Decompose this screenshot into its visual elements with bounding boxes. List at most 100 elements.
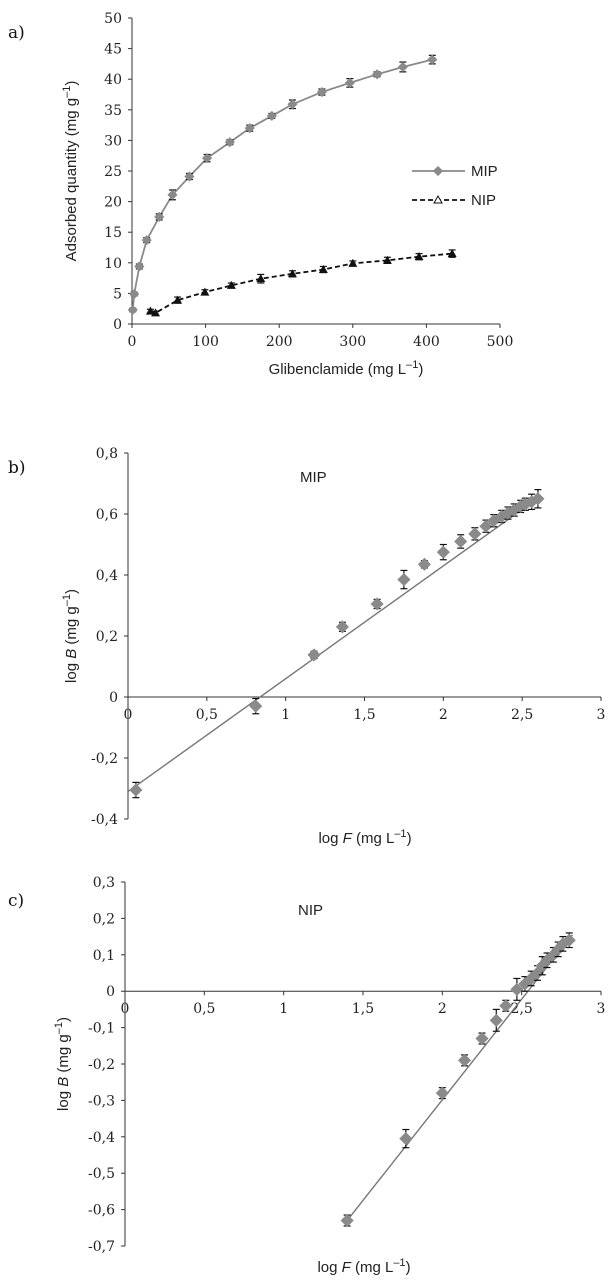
y-tick-label: -0,4 xyxy=(88,1130,115,1146)
data-point xyxy=(447,248,457,258)
legend-marker xyxy=(432,165,444,177)
data-point xyxy=(200,287,210,296)
y-axis-label: log B (mg g–1) xyxy=(53,1017,72,1111)
data-point xyxy=(256,274,266,283)
x-tick-label: 0,5 xyxy=(196,707,218,723)
x-tick-label: 0,5 xyxy=(193,1001,215,1017)
y-tick-label: 45 xyxy=(104,42,122,58)
x-axis-label: log F (mg L–1) xyxy=(318,828,411,847)
data-point xyxy=(307,648,321,662)
y-axis-label: Adsorbed quantity (mg g–1) xyxy=(61,81,80,262)
data-series xyxy=(340,932,576,1228)
y-tick-label: -0,4 xyxy=(91,812,118,828)
legend-label: NIP xyxy=(471,192,496,209)
data-point xyxy=(397,61,408,73)
data-point xyxy=(417,557,431,571)
x-tick-label: 200 xyxy=(266,334,293,350)
y-tick-label: 25 xyxy=(104,164,122,180)
y-tick-label: 30 xyxy=(104,133,122,149)
series-nip xyxy=(145,248,457,317)
data-point xyxy=(372,69,383,80)
data-point xyxy=(226,280,236,289)
series-line xyxy=(150,252,453,314)
y-tick-label: 0,1 xyxy=(93,948,115,964)
data-point xyxy=(335,620,349,634)
data-point xyxy=(202,153,213,164)
data-point xyxy=(340,1213,354,1228)
x-tick-label: 300 xyxy=(339,334,366,350)
y-tick-label: 0,2 xyxy=(93,911,115,927)
data-point xyxy=(427,54,438,65)
data-point xyxy=(224,137,235,148)
data-point xyxy=(318,264,328,273)
x-axis-label: log F (mg L–1) xyxy=(317,1257,410,1276)
data-point xyxy=(127,304,138,315)
x-tick-label: 1,5 xyxy=(352,1001,374,1017)
x-tick-label: 2,5 xyxy=(511,707,533,723)
x-tick-label: 1 xyxy=(281,707,290,723)
panel-tag-a: a) xyxy=(8,23,25,43)
x-tick-label: 500 xyxy=(487,334,514,350)
data-point xyxy=(287,99,298,110)
y-tick-label: 35 xyxy=(104,103,122,119)
data-point xyxy=(287,269,297,278)
data-point xyxy=(531,492,545,506)
series-line xyxy=(131,58,433,311)
x-tick-label: 1 xyxy=(279,1001,288,1017)
data-point xyxy=(184,171,195,182)
y-tick-label: 40 xyxy=(104,72,122,88)
y-tick-label: -0,7 xyxy=(88,1239,115,1255)
data-point xyxy=(499,999,513,1013)
x-tick-label: 1,5 xyxy=(353,707,375,723)
x-tick-label: 2 xyxy=(439,707,448,723)
x-tick-label: 3 xyxy=(597,707,606,723)
x-tick-label: 0 xyxy=(121,1001,130,1017)
x-tick-label: 0 xyxy=(128,334,137,350)
data-point xyxy=(479,519,493,533)
data-point xyxy=(151,308,161,317)
data-point xyxy=(134,261,145,272)
y-tick-label: -0,3 xyxy=(88,1093,115,1109)
data-point xyxy=(154,211,165,222)
y-tick-label: 0,3 xyxy=(93,875,115,891)
data-point xyxy=(141,235,152,246)
data-point xyxy=(244,123,255,134)
y-tick-label: -0,5 xyxy=(88,1166,115,1182)
fit-line xyxy=(127,497,539,793)
data-point xyxy=(454,534,468,549)
chart-annotation: MIP xyxy=(300,469,327,486)
panel-tag: b) xyxy=(8,458,26,478)
series-mip xyxy=(127,54,438,315)
data-point xyxy=(475,1031,489,1046)
y-tick-label: 0 xyxy=(109,690,118,706)
y-tick-label: -0,1 xyxy=(88,1021,115,1037)
y-axis-label: log B (mg g–1) xyxy=(61,589,80,683)
data-point xyxy=(249,699,263,713)
y-tick-label: 0 xyxy=(113,317,122,333)
x-axis-label: Glibenclamide (mg L–1) xyxy=(269,359,424,378)
fit-line xyxy=(346,934,573,1221)
data-point xyxy=(397,573,411,587)
chart-annotation: NIP xyxy=(298,902,323,919)
legend: MIP NIP xyxy=(412,163,498,209)
data-point xyxy=(348,258,358,267)
y-tick-label: 0 xyxy=(106,984,115,1000)
data-point xyxy=(510,982,524,996)
legend-marker xyxy=(433,194,443,204)
data-point xyxy=(414,252,424,261)
y-tick-label: -0,2 xyxy=(88,1057,115,1073)
data-point xyxy=(489,1013,503,1027)
data-point xyxy=(457,1053,472,1067)
y-tick-label: 5 xyxy=(113,286,122,302)
data-point xyxy=(562,933,576,947)
data-series xyxy=(129,488,545,799)
y-tick-label: 10 xyxy=(104,256,122,272)
y-tick-label: 0,6 xyxy=(96,507,118,523)
y-tick-label: -0,2 xyxy=(91,751,118,767)
y-tick-label: -0,6 xyxy=(88,1203,115,1219)
x-tick-label: 400 xyxy=(413,334,440,350)
data-point xyxy=(266,110,277,121)
y-tick-label: 20 xyxy=(104,195,122,211)
legend-label: MIP xyxy=(471,163,498,180)
x-tick-label: 2 xyxy=(438,1001,447,1017)
